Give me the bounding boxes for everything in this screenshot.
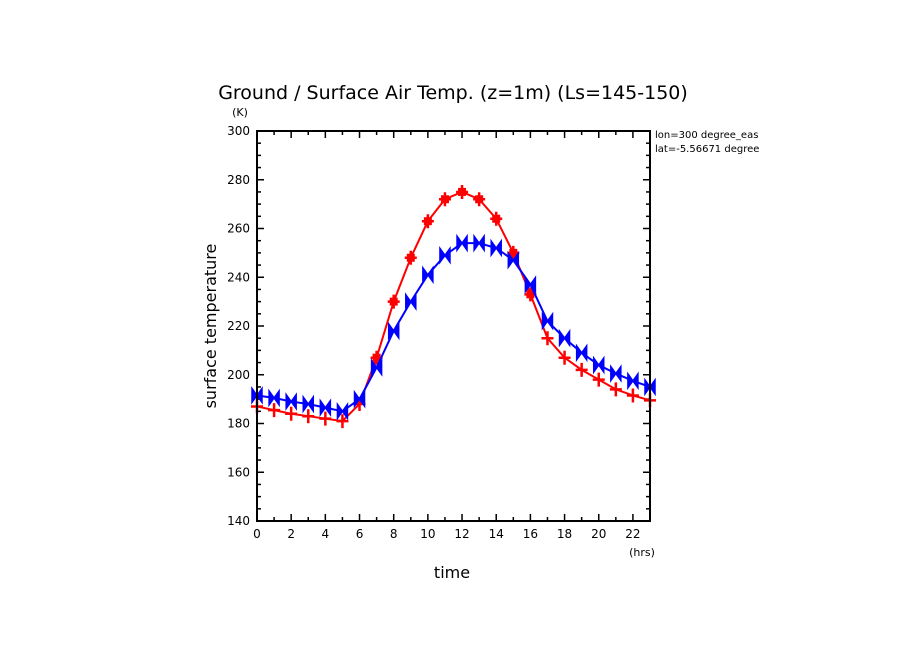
x-tick-label: 20 xyxy=(591,527,606,541)
data-point-marker xyxy=(439,245,451,265)
data-point-marker xyxy=(610,364,622,383)
data-point-marker xyxy=(558,328,571,348)
data-point-marker-fill xyxy=(389,297,398,306)
data-point-marker xyxy=(251,386,263,405)
x-tick-label: 4 xyxy=(322,527,330,541)
y-axis-label: surface temperature xyxy=(201,244,220,409)
data-point-marker xyxy=(507,250,520,270)
data-point-marker-fill xyxy=(440,195,449,204)
data-point-marker-fill xyxy=(372,353,381,362)
annotation-lat: lat=-5.56671 degree xyxy=(655,144,759,155)
data-point-marker xyxy=(592,355,605,375)
data-point-marker-fill xyxy=(492,214,501,223)
x-tick-label: 6 xyxy=(356,527,364,541)
data-point-marker xyxy=(405,292,417,311)
data-point-marker xyxy=(319,411,332,426)
x-tick-label: 10 xyxy=(420,527,435,541)
data-point-marker xyxy=(302,409,315,424)
data-point-marker xyxy=(473,233,485,253)
y-tick-label: 280 xyxy=(227,173,250,187)
data-point-marker xyxy=(490,238,502,258)
y-tick-label: 300 xyxy=(227,124,250,138)
series-1 xyxy=(251,233,656,421)
data-point-marker xyxy=(302,394,315,414)
y-tick-label: 160 xyxy=(227,465,250,479)
x-unit: (hrs) xyxy=(629,546,655,559)
data-point-marker xyxy=(319,398,332,417)
data-point-marker xyxy=(592,372,605,387)
x-tick-label: 12 xyxy=(454,527,469,541)
y-tick-label: 240 xyxy=(227,270,250,284)
y-tick-label: 220 xyxy=(227,319,250,333)
series-line xyxy=(256,190,651,423)
series-line xyxy=(256,242,651,413)
x-tick-label: 8 xyxy=(390,527,398,541)
x-tick-label: 22 xyxy=(625,527,640,541)
data-point-marker xyxy=(336,401,349,421)
data-point-marker-fill xyxy=(423,217,432,226)
y-tick-label: 180 xyxy=(227,417,250,431)
data-point-marker xyxy=(575,362,588,377)
data-point-marker xyxy=(626,388,639,403)
data-point-marker xyxy=(353,389,366,409)
data-point-marker xyxy=(370,358,383,377)
x-tick-label: 14 xyxy=(489,527,504,541)
data-point-marker-fill xyxy=(509,248,518,257)
data-point-marker xyxy=(285,392,297,411)
chart-title: Ground / Surface Air Temp. (z=1m) (Ls=14… xyxy=(218,82,688,104)
data-point-marker xyxy=(524,275,537,294)
data-point-marker xyxy=(609,382,622,397)
data-point-marker xyxy=(575,343,588,363)
y-tick-label: 200 xyxy=(227,368,250,382)
data-point-marker xyxy=(285,406,298,421)
plot-frame xyxy=(256,130,651,522)
x-axis-label: time xyxy=(434,563,470,582)
series-0 xyxy=(251,184,656,429)
data-point-marker xyxy=(541,311,554,331)
data-point-marker xyxy=(422,265,434,285)
data-point-marker xyxy=(456,233,468,253)
data-point-marker-fill xyxy=(475,195,484,204)
x-tick-label: 0 xyxy=(253,527,261,541)
x-tick-label: 2 xyxy=(287,527,295,541)
data-point-marker-fill xyxy=(458,187,467,196)
data-point-marker xyxy=(387,321,400,341)
data-point-marker xyxy=(558,350,571,365)
y-tick-label: 140 xyxy=(227,514,250,528)
x-tick-label: 16 xyxy=(523,527,538,541)
annotation-lon: lon=300 degree_eas xyxy=(655,130,758,141)
data-point-marker-fill xyxy=(406,253,415,262)
data-point-marker xyxy=(336,414,349,429)
y-tick-label: 260 xyxy=(227,222,250,236)
data-point-marker xyxy=(268,403,281,418)
x-tick-label: 18 xyxy=(557,527,572,541)
y-unit: (K) xyxy=(232,106,248,119)
data-point-marker xyxy=(541,331,554,346)
data-point-marker xyxy=(268,388,280,408)
data-point-marker xyxy=(627,371,639,391)
data-point-marker xyxy=(644,377,656,397)
data-point-marker-fill xyxy=(526,290,535,299)
